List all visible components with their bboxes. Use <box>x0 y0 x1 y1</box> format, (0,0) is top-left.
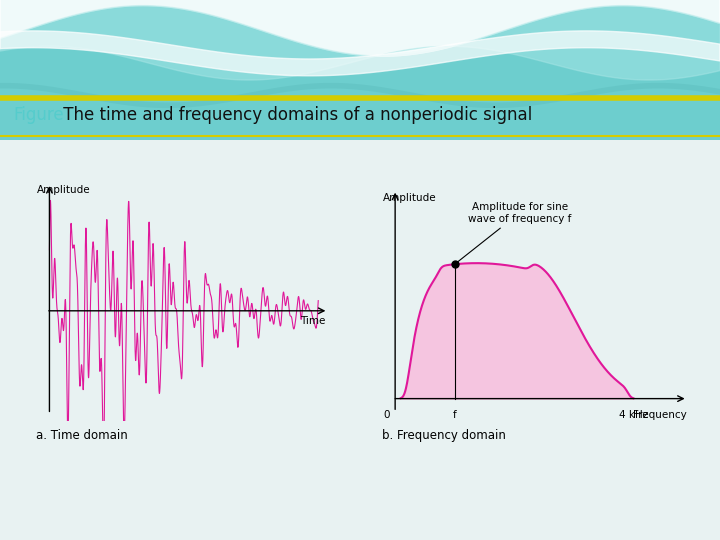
Text: The time and frequency domains of a nonperiodic signal: The time and frequency domains of a nonp… <box>58 105 532 124</box>
Text: Time: Time <box>300 316 325 326</box>
Text: 0: 0 <box>384 410 390 420</box>
Text: Amplitude: Amplitude <box>383 193 437 203</box>
Text: f: f <box>453 410 456 420</box>
Text: a. Time domain: a. Time domain <box>36 429 127 442</box>
Text: Amplitude for sine
wave of frequency f: Amplitude for sine wave of frequency f <box>457 202 572 262</box>
Text: Frequency: Frequency <box>633 410 686 420</box>
Text: b. Frequency domain: b. Frequency domain <box>382 429 505 442</box>
Text: Figure: Figure <box>13 105 63 124</box>
Text: 4 kHz: 4 kHz <box>618 410 648 420</box>
Text: Amplitude: Amplitude <box>37 185 91 195</box>
